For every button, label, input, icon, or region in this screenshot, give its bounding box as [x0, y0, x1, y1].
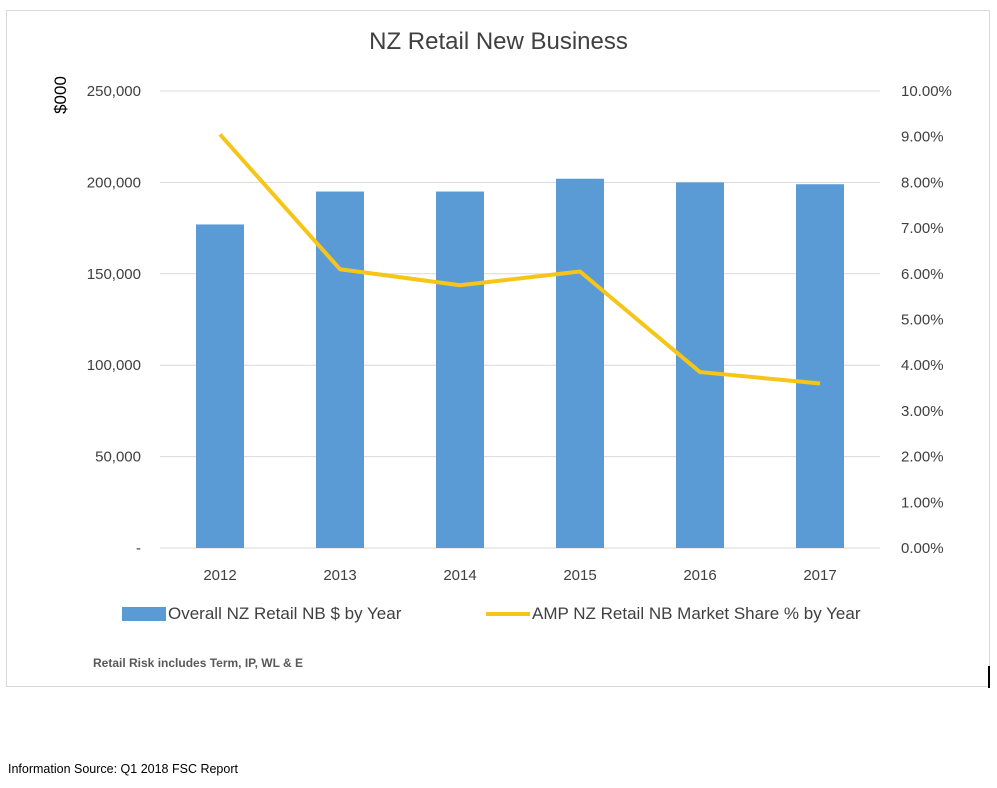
- bar: [676, 182, 724, 548]
- left-tick-label: -: [136, 540, 141, 557]
- footnote: Retail Risk includes Term, IP, WL & E: [93, 656, 304, 670]
- x-tick-label: 2017: [803, 567, 836, 584]
- x-tick-label: 2014: [443, 567, 476, 584]
- right-tick-label: 7.00%: [901, 220, 944, 237]
- left-tick-label: 150,000: [87, 266, 141, 283]
- right-tick-label: 3.00%: [901, 403, 944, 420]
- x-tick-label: 2012: [203, 567, 236, 584]
- bar: [196, 224, 244, 548]
- right-tick-label: 6.00%: [901, 266, 944, 283]
- right-tick-label: 5.00%: [901, 312, 944, 329]
- right-tick-label: 0.00%: [901, 540, 944, 557]
- right-tick-label: 2.00%: [901, 449, 944, 466]
- legend-label-line: AMP NZ Retail NB Market Share % by Year: [532, 604, 861, 623]
- market-share-line: [218, 133, 821, 386]
- left-tick-label: 50,000: [95, 449, 141, 466]
- legend-swatch-line: [486, 612, 530, 616]
- chart-plot: - 50,000 100,000 150,000 200,000 250,000 0.00%…: [51, 76, 952, 584]
- left-tick-label: 100,000: [87, 357, 141, 374]
- x-tick-label: 2016: [683, 567, 716, 584]
- chart-title: NZ Retail New Business: [369, 28, 628, 55]
- right-tick-label: 8.00%: [901, 174, 944, 191]
- bar: [436, 191, 484, 549]
- bar: [316, 191, 364, 549]
- bar: [556, 178, 604, 548]
- left-tick-label: 250,000: [87, 83, 141, 100]
- bar: [796, 184, 844, 548]
- right-tick-label: 1.00%: [901, 494, 944, 511]
- source-note: Information Source: Q1 2018 FSC Report: [8, 762, 238, 776]
- x-tick-label: 2015: [563, 567, 596, 584]
- right-tick-label: 10.00%: [901, 83, 952, 100]
- legend-item-line: AMP NZ Retail NB Market Share % by Year: [486, 604, 861, 624]
- legend-label-bars: Overall NZ Retail NB $ by Year: [168, 604, 402, 623]
- left-tick-label: 200,000: [87, 174, 141, 191]
- legend-swatch-bars: [122, 607, 166, 621]
- legend-item-bars: Overall NZ Retail NB $ by Year: [122, 604, 401, 624]
- x-tick-label: 2013: [323, 567, 356, 584]
- y-axis-label: $000: [51, 76, 70, 114]
- text-cursor: [988, 666, 990, 688]
- right-tick-label: 9.00%: [901, 129, 944, 146]
- right-tick-label: 4.00%: [901, 357, 944, 374]
